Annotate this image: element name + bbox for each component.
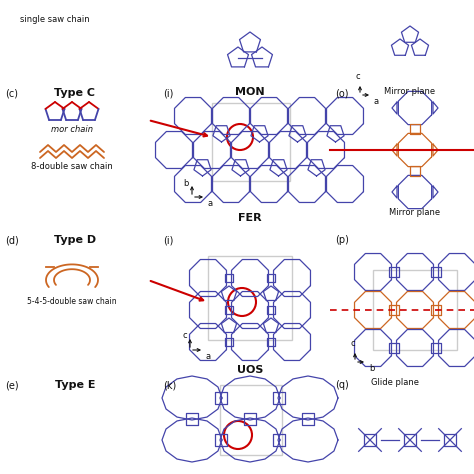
Text: a: a [208, 199, 213, 208]
Text: Mirror plane: Mirror plane [390, 208, 440, 217]
Text: c: c [356, 72, 360, 81]
Text: b: b [369, 364, 374, 373]
Text: Type D: Type D [54, 235, 96, 245]
Text: a: a [206, 352, 211, 361]
Text: MON: MON [235, 87, 265, 97]
Text: 5-4-5-double saw chain: 5-4-5-double saw chain [27, 297, 117, 306]
Text: FER: FER [238, 213, 262, 223]
Bar [373, 270, 457, 350]
Text: (d): (d) [5, 235, 19, 245]
Bar [208, 256, 292, 340]
Text: b: b [183, 179, 189, 188]
Text: (p): (p) [335, 235, 349, 245]
Text: Type E: Type E [55, 380, 95, 390]
Text: (i): (i) [163, 235, 173, 245]
Text: (o): (o) [335, 88, 348, 98]
Text: UOS: UOS [237, 365, 263, 375]
Text: (i): (i) [163, 88, 173, 98]
Text: c: c [351, 339, 356, 348]
Text: (q): (q) [335, 380, 349, 390]
Text: single saw chain: single saw chain [20, 15, 90, 24]
Text: mor chain: mor chain [51, 125, 93, 134]
Bar [220, 385, 282, 455]
Text: Glide plane: Glide plane [371, 378, 419, 387]
Text: a: a [374, 97, 379, 106]
Text: (k): (k) [163, 380, 176, 390]
Text: Mirror plane: Mirror plane [384, 87, 436, 96]
Text: (c): (c) [5, 88, 18, 98]
Bar [212, 103, 290, 181]
Text: Type C: Type C [55, 88, 95, 98]
Text: (e): (e) [5, 380, 18, 390]
Text: c: c [182, 331, 187, 340]
Text: 8-double saw chain: 8-double saw chain [31, 162, 113, 171]
